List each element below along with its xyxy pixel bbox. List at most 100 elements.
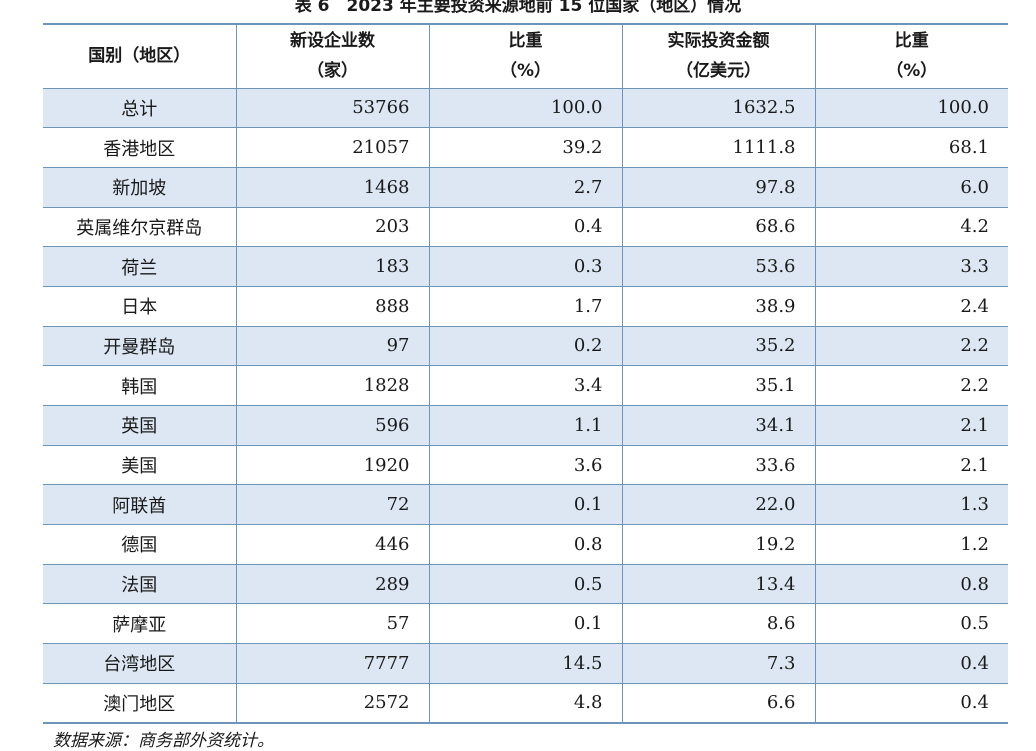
investment-table: 国别（地区） 新设企业数 （家） 比重 （%） 实际投资金额 （亿美元） 比重 …	[43, 23, 1008, 724]
header-enterprises: 新设企业数 （家）	[236, 24, 430, 89]
inv-share-cell: 3.3	[815, 246, 1008, 287]
ent-share-cell: 0.3	[429, 246, 623, 287]
table-row: 香港地区 21057 39.2 1111.8 68.1	[43, 127, 1008, 168]
table-row: 开曼群岛 97 0.2 35.2 2.2	[43, 326, 1008, 367]
investment-cell: 19.2	[622, 524, 816, 565]
table-row: 日本 888 1.7 38.9 2.4	[43, 286, 1008, 327]
table-row: 德国 446 0.8 19.2 1.2	[43, 524, 1008, 565]
region-cell: 阿联酋	[43, 484, 237, 526]
table-row: 英国 596 1.1 34.1 2.1	[43, 405, 1008, 446]
enterprises-cell: 57	[236, 603, 430, 645]
investment-cell: 8.6	[622, 603, 816, 645]
ent-share-cell: 100.0	[429, 88, 623, 129]
investment-cell: 34.1	[622, 405, 816, 446]
ent-share-cell: 2.7	[429, 167, 623, 208]
region-cell: 开曼群岛	[43, 326, 237, 367]
enterprises-cell: 72	[236, 484, 430, 526]
region-cell: 萨摩亚	[43, 603, 237, 645]
table-body: 总计 53766 100.0 1632.5 100.0 香港地区 21057 39.2 1111…	[43, 88, 1008, 724]
header-row: 国别（地区） 新设企业数 （家） 比重 （%） 实际投资金额 （亿美元） 比重 …	[43, 24, 1008, 89]
ent-share-cell: 4.8	[429, 683, 623, 724]
ent-share-cell: 3.6	[429, 445, 623, 486]
inv-share-cell: 2.4	[815, 286, 1008, 327]
ent-share-cell: 0.2	[429, 326, 623, 367]
enterprises-cell: 53766	[236, 88, 430, 129]
ent-share-cell: 0.5	[429, 564, 623, 605]
header-investment-unit: （亿美元）	[676, 61, 761, 82]
enterprises-cell: 1468	[236, 167, 430, 208]
inv-share-cell: 68.1	[815, 127, 1008, 168]
region-cell: 英属维尔京群岛	[43, 207, 237, 248]
ent-share-cell: 3.4	[429, 365, 623, 406]
table-row: 荷兰 183 0.3 53.6 3.3	[43, 246, 1008, 287]
ent-share-cell: 0.8	[429, 524, 623, 565]
header-inv-share-label: 比重	[894, 31, 929, 52]
enterprises-cell: 183	[236, 246, 430, 287]
enterprises-cell: 1828	[236, 365, 430, 406]
ent-share-cell: 1.1	[429, 405, 623, 446]
investment-cell: 68.6	[622, 207, 816, 248]
table-title: 表 6 2023 年主要投资来源地前 15 位国家（地区）情况	[294, 0, 742, 16]
total-row: 总计 53766 100.0 1632.5 100.0	[43, 88, 1008, 129]
inv-share-cell: 0.4	[815, 643, 1008, 684]
header-investment-label: 实际投资金额	[667, 31, 770, 52]
ent-share-cell: 14.5	[429, 643, 623, 684]
inv-share-cell: 0.8	[815, 564, 1008, 605]
investment-cell: 6.6	[622, 683, 816, 724]
inv-share-cell: 1.3	[815, 484, 1008, 526]
table-row: 美国 1920 3.6 33.6 2.1	[43, 445, 1008, 486]
inv-share-cell: 6.0	[815, 167, 1008, 208]
region-cell: 韩国	[43, 365, 237, 406]
inv-share-cell: 0.4	[815, 683, 1008, 724]
table-row: 台湾地区 7777 14.5 7.3 0.4	[43, 643, 1008, 684]
table-row: 法国 289 0.5 13.4 0.8	[43, 564, 1008, 605]
region-cell: 日本	[43, 286, 237, 327]
investment-cell: 1111.8	[622, 127, 816, 168]
investment-cell: 1632.5	[622, 88, 816, 129]
header-enterprises-unit: （家）	[307, 61, 358, 82]
investment-cell: 35.1	[622, 365, 816, 406]
region-cell: 总计	[43, 88, 237, 129]
ent-share-cell: 39.2	[429, 127, 623, 168]
header-ent-share-unit: （%）	[499, 61, 552, 82]
table-row: 韩国 1828 3.4 35.1 2.2	[43, 365, 1008, 406]
header-ent-share: 比重 （%）	[429, 24, 623, 89]
enterprises-cell: 1920	[236, 445, 430, 486]
table-row: 新加坡 1468 2.7 97.8 6.0	[43, 167, 1008, 208]
header-investment: 实际投资金额 （亿美元）	[622, 24, 816, 89]
enterprises-cell: 289	[236, 564, 430, 605]
enterprises-cell: 888	[236, 286, 430, 327]
investment-cell: 97.8	[622, 167, 816, 208]
investment-cell: 38.9	[622, 286, 816, 327]
region-cell: 德国	[43, 524, 237, 565]
inv-share-cell: 100.0	[815, 88, 1008, 129]
enterprises-cell: 97	[236, 326, 430, 367]
inv-share-cell: 2.1	[815, 445, 1008, 486]
table-row: 澳门地区 2572 4.8 6.6 0.4	[43, 683, 1008, 724]
enterprises-cell: 446	[236, 524, 430, 565]
header-region: 国别（地区）	[43, 24, 237, 89]
ent-share-cell: 0.1	[429, 603, 623, 645]
region-cell: 澳门地区	[43, 683, 237, 724]
table-row: 阿联酋 72 0.1 22.0 1.3	[43, 484, 1008, 526]
investment-cell: 33.6	[622, 445, 816, 486]
investment-cell: 7.3	[622, 643, 816, 684]
investment-cell: 35.2	[622, 326, 816, 367]
region-cell: 荷兰	[43, 246, 237, 287]
enterprises-cell: 7777	[236, 643, 430, 684]
enterprises-cell: 21057	[236, 127, 430, 168]
region-cell: 法国	[43, 564, 237, 605]
header-ent-share-label: 比重	[508, 31, 543, 52]
region-cell: 香港地区	[43, 127, 237, 168]
enterprises-cell: 596	[236, 405, 430, 446]
ent-share-cell: 0.1	[429, 484, 623, 526]
investment-cell: 53.6	[622, 246, 816, 287]
inv-share-cell: 1.2	[815, 524, 1008, 565]
data-source-note: 数据来源：商务部外资统计。	[53, 731, 274, 751]
region-cell: 英国	[43, 405, 237, 446]
inv-share-cell: 4.2	[815, 207, 1008, 248]
investment-cell: 22.0	[622, 484, 816, 526]
header-inv-share: 比重 （%）	[815, 24, 1008, 89]
region-cell: 台湾地区	[43, 643, 237, 684]
investment-cell: 13.4	[622, 564, 816, 605]
